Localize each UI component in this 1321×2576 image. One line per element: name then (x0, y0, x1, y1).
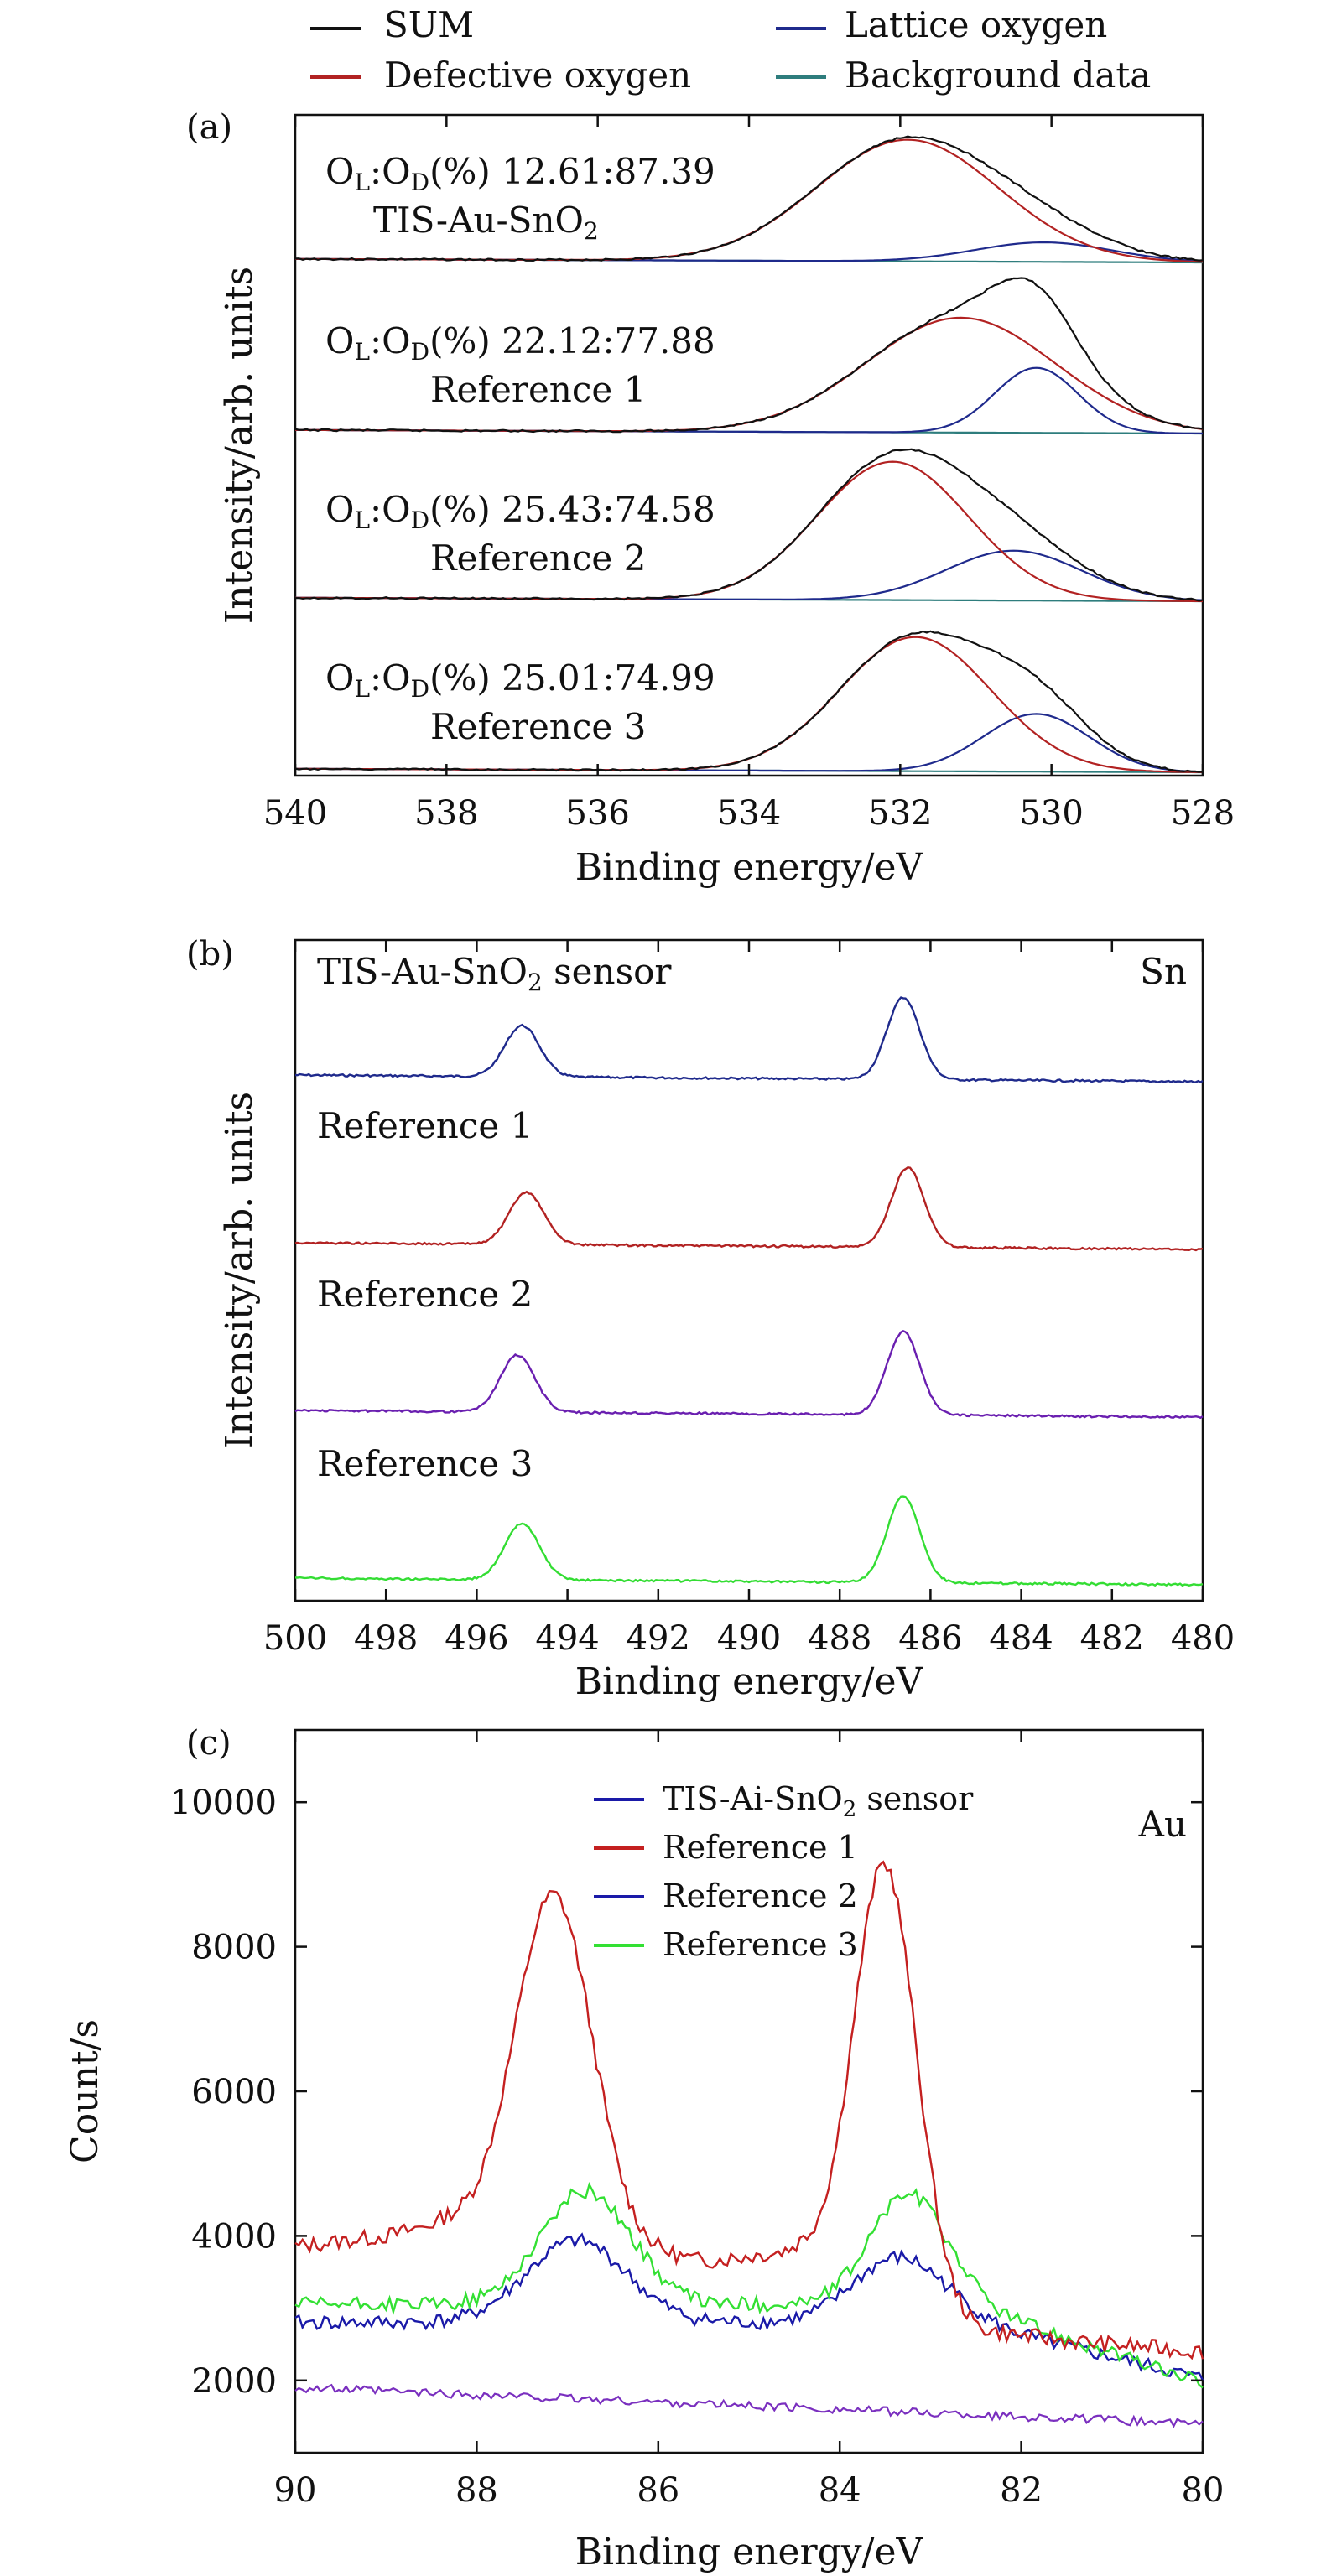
panel-c-ytick-label: 6000 (191, 2073, 277, 2111)
ratio-label: OL:OD(%) 12.61:87.39 (325, 151, 715, 196)
legend-defective-label: Defective oxygen (384, 55, 691, 96)
sn-series-line (294, 1166, 1204, 1252)
panel-b-curves (294, 996, 1204, 1587)
panel-b-element-label: Sn (1140, 951, 1187, 992)
panel-c-xtick-label: 88 (455, 2471, 498, 2510)
panel-a-tag: (a) (186, 108, 232, 147)
ratio-label: OL:OD(%) 25.43:74.58 (325, 489, 715, 534)
sum-line (294, 448, 1204, 602)
panel-c-legend-label: TIS-Ai-SnO2 sensor (663, 1780, 974, 1822)
panel-c: (c) Au 90 88 86 84 82 80 2000 4000 6000 8000 1000… (64, 1724, 1224, 2573)
panel-c-ylabel: Count/s (64, 2019, 107, 2163)
ratio-label: OL:OD(%) 25.01:74.99 (325, 657, 715, 703)
panel-a-xticks: 540 538 536 534 532 530 528 (263, 115, 1235, 833)
panel-c-legend-label: Reference 1 (663, 1829, 858, 1866)
panel-c-legend-label: Reference 3 (663, 1926, 858, 1963)
sn-series-label: Reference 1 (317, 1105, 533, 1146)
au-baseline-line (294, 2383, 1204, 2428)
panel-c-tag: (c) (186, 1724, 231, 1763)
sum-line (294, 135, 1204, 262)
panel-b-frame (294, 938, 1204, 1602)
panel-c-xlabel: Binding energy/eV (575, 2531, 924, 2573)
sample-name: TIS-Au-SnO2 (373, 200, 599, 245)
panel-c-element-label: Au (1138, 1804, 1187, 1845)
panel-c-xtick-label: 84 (819, 2471, 861, 2510)
panel-c-curves (294, 1860, 1204, 2428)
sum-line (294, 630, 1204, 773)
sn-series-label: Reference 2 (317, 1274, 533, 1315)
panel-a-xtick-label: 530 (1019, 794, 1083, 833)
legend-background-label: Background data (845, 55, 1151, 96)
sample-name: Reference 1 (430, 369, 646, 410)
panel-c-ytick-label: 10000 (170, 1784, 277, 1822)
panel-a-xtick-label: 534 (717, 794, 781, 833)
panel-b-xtick-label: 498 (354, 1619, 418, 1658)
panel-a-ylabel: Intensity/arb. units (218, 267, 261, 624)
panel-a: (a) 540 538 536 534 532 530 528 OL:OD(%) 12.61… (186, 108, 1235, 889)
panel-b-xticks: 500 498 496 494 492 490 488 486 484 482 480 (263, 940, 1235, 1658)
panel-c-ytick-label: 2000 (191, 2362, 277, 2401)
panel-c-ytick-label: 4000 (191, 2217, 277, 2256)
panel-b-xtick-label: 482 (1080, 1619, 1144, 1658)
panel-c-legend-label: Reference 2 (663, 1877, 858, 1914)
au-reference-2-line (294, 2232, 1204, 2381)
panel-a-xtick-label: 528 (1171, 794, 1235, 833)
panel-c-xtick-label: 90 (274, 2471, 317, 2510)
panel-b-xtick-label: 500 (263, 1619, 327, 1658)
panel-c-yticks: 2000 4000 6000 8000 10000 (170, 1784, 1203, 2401)
panel-c-xtick-label: 80 (1182, 2471, 1225, 2510)
panel-b-xlabel: Binding energy/eV (575, 1660, 924, 1703)
panel-b-xtick-label: 480 (1171, 1619, 1235, 1658)
ratio-label: OL:OD(%) 22.12:77.88 (325, 320, 715, 366)
panel-a-xlabel: Binding energy/eV (575, 846, 924, 889)
panel-b-xtick-label: 484 (989, 1619, 1053, 1658)
panel-a-xtick-label: 540 (263, 794, 327, 833)
au-reference-1-line (294, 1860, 1204, 2360)
panel-b-xtick-label: 490 (717, 1619, 781, 1658)
panel-b-tag: (b) (186, 935, 234, 974)
sn-series-label: Reference 3 (317, 1443, 533, 1484)
panel-a-xtick-label: 532 (868, 794, 932, 833)
panel-b-series-labels: TIS-Au-SnO2 sensor Reference 1 Reference 2… (317, 951, 672, 1484)
panel-b-xtick-label: 496 (445, 1619, 508, 1658)
panel-b-ylabel: Intensity/arb. units (218, 1092, 261, 1449)
panel-b-xtick-label: 488 (808, 1619, 871, 1658)
panel-a-xtick-label: 538 (414, 794, 478, 833)
defective-oxygen-line (295, 460, 1204, 603)
panel-c-xticks: 90 88 86 84 82 80 (274, 1730, 1225, 2510)
sn-series-line (294, 996, 1204, 1084)
sum-line (294, 277, 1204, 434)
sample-name: Reference 2 (430, 538, 646, 579)
sn-series-label: TIS-Au-SnO2 sensor (317, 951, 672, 996)
panel-c-xtick-label: 86 (637, 2471, 679, 2510)
panel-b-xtick-label: 492 (627, 1619, 690, 1658)
panel-c-ytick-label: 8000 (191, 1929, 277, 1967)
panel-c-xtick-label: 82 (1000, 2471, 1043, 2510)
sn-series-line (294, 1329, 1204, 1420)
legend-top: SUM Lattice oxygen Defective oxygen Back… (310, 4, 1151, 96)
panel-b-xtick-label: 486 (898, 1619, 962, 1658)
legend-lattice-label: Lattice oxygen (845, 4, 1107, 45)
au-reference-3-line (294, 2181, 1204, 2389)
panel-a-xtick-label: 536 (565, 794, 629, 833)
panel-b-xtick-label: 494 (535, 1619, 599, 1658)
legend-sum-label: SUM (384, 4, 474, 45)
sn-series-line (294, 1495, 1204, 1587)
sample-name: Reference 3 (430, 706, 646, 747)
panel-b: (b) Sn 500 498 496 494 492 490 488 486 484 482 480… (186, 935, 1235, 1703)
panel-c-legend: TIS-Ai-SnO2 sensor Reference 1 Reference 2… (594, 1780, 974, 1963)
